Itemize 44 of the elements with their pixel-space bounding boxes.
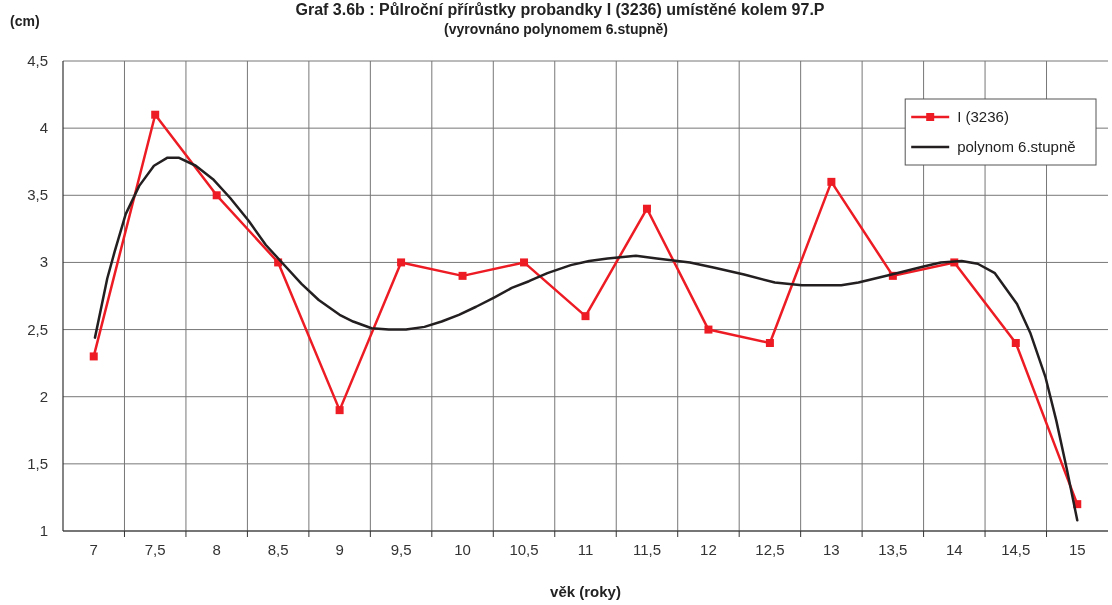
y-tick-label: 1,5 (27, 454, 48, 472)
legend-label: polynom 6.stupně (957, 138, 1076, 155)
x-tick-label: 9,5 (390, 541, 412, 558)
point (581, 312, 590, 321)
x-tick-label: 12 (700, 541, 717, 558)
x-tick-label: 7 (89, 541, 98, 558)
point (335, 406, 344, 415)
point (827, 177, 836, 186)
x-tick-label: 12,5 (755, 541, 785, 558)
point (397, 258, 406, 267)
y-tick-label: 3,5 (27, 186, 48, 204)
point (458, 271, 467, 280)
point (1011, 339, 1020, 347)
x-tick-label: 8 (212, 541, 221, 558)
y-tick-label: 2,5 (27, 320, 48, 338)
point (212, 191, 221, 200)
x-tick-label: 13 (823, 541, 840, 558)
x-tick-label: 14,5 (1001, 541, 1031, 558)
x-tick-label: 11,5 (632, 541, 662, 558)
chart-title: Graf 3.6b : Půlroční přírůstky probandky I (3236) umístěné kolem 97.P (295, 1, 825, 18)
point (520, 258, 529, 267)
point (89, 352, 98, 361)
x-tick-label: 10,5 (509, 541, 539, 558)
x-tick-label: 9 (335, 541, 344, 558)
y-tick-label: 4,5 (27, 52, 48, 69)
point (151, 110, 160, 119)
point (704, 325, 713, 334)
x-tick-label: 10 (454, 541, 471, 558)
chart-subtitle: (vyrovnáno polynomem 6.stupně) (443, 21, 669, 37)
x-tick-label: 8,5 (267, 541, 289, 558)
x-tick-label: 11 (577, 541, 594, 558)
y-tick-label: 3 (39, 253, 48, 271)
x-axis-title: věk (roky) (550, 583, 621, 600)
x-tick-label: 13,5 (878, 541, 908, 558)
y-axis-title: (cm) (10, 13, 40, 29)
x-tick-label: 14 (945, 541, 963, 558)
point (642, 204, 651, 213)
x-tick-label: 15 (1068, 541, 1086, 558)
y-tick-label: 2 (39, 387, 48, 405)
y-tick-label: 1 (39, 522, 48, 539)
point (765, 339, 774, 347)
y-tick-label: 4 (39, 119, 48, 137)
legend-label: I (3236) (957, 108, 1009, 125)
x-tick-label: 7,5 (144, 541, 166, 558)
